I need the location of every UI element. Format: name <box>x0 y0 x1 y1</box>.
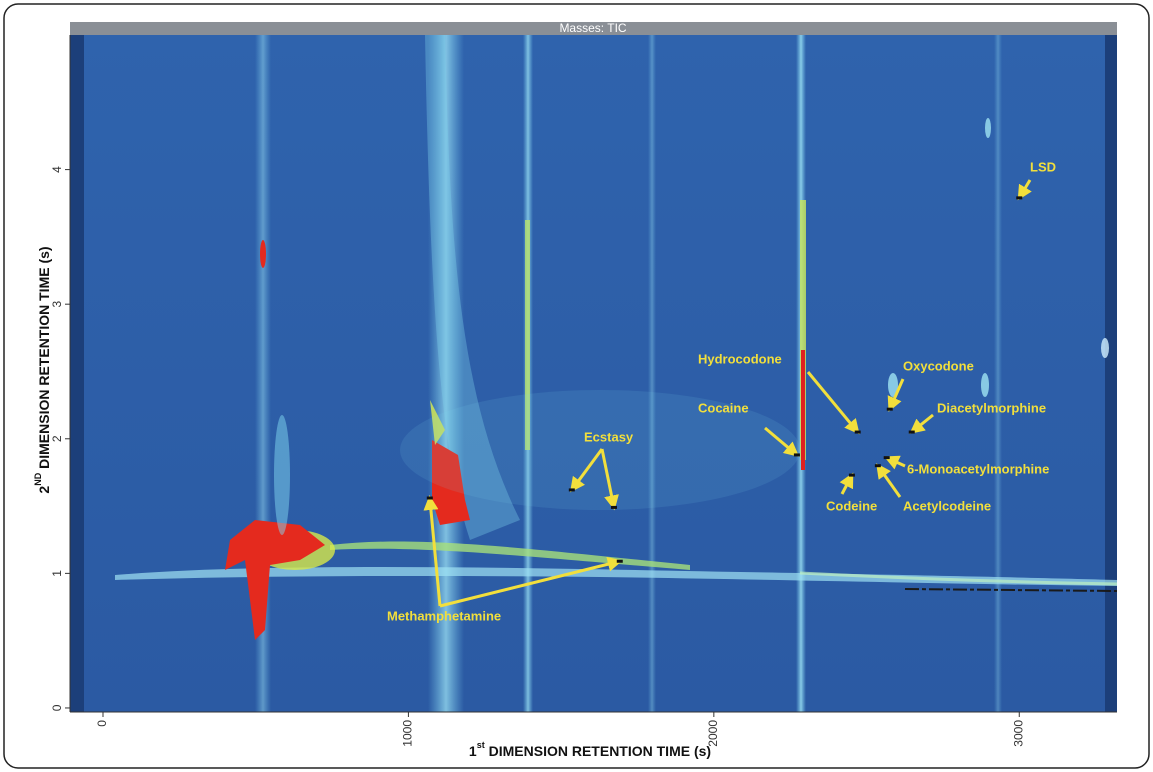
y-tick-label: 0 <box>50 704 64 711</box>
y-tick-label: 2 <box>50 435 64 442</box>
axis-frame <box>69 35 1117 713</box>
y-tick-label: 1 <box>50 570 64 577</box>
peak <box>568 488 575 492</box>
peak <box>854 430 861 434</box>
y-tick-label: 4 <box>50 166 64 173</box>
annotation: Cocaine <box>698 400 800 457</box>
y-tick-label: 3 <box>50 301 64 308</box>
annotation-arrow <box>876 463 902 498</box>
annotation-label: LSD <box>1030 159 1056 174</box>
x-tick-label: 2000 <box>706 720 720 747</box>
chart-title: Masses: TIC <box>559 21 626 35</box>
annotation-arrow <box>1017 179 1032 201</box>
x-label-sup: st <box>477 740 485 750</box>
peak <box>610 505 617 509</box>
title-bar <box>70 22 1117 35</box>
annotation-label: Cocaine <box>698 400 749 415</box>
annotation-arrow <box>909 413 934 434</box>
peak <box>426 496 433 500</box>
annotation: Ecstasy <box>568 429 634 511</box>
x-tick-label: 0 <box>95 720 109 727</box>
annotation-label: Acetylcodeine <box>903 498 991 513</box>
frame <box>3 3 1150 769</box>
x-label-part: 1 <box>469 743 477 759</box>
annotation: 6-Monoacetylmorphine <box>883 455 1049 476</box>
annotation-label: Hydrocodone <box>698 351 782 366</box>
annotation-arrow <box>883 455 906 470</box>
annotation-arrow <box>806 371 860 435</box>
annotation-arrow <box>439 556 623 608</box>
annotation-label: 6-Monoacetylmorphine <box>907 461 1049 476</box>
annotation-label: Methamphetamine <box>387 608 501 623</box>
peak <box>883 456 890 460</box>
peak <box>908 430 915 434</box>
annotation: LSD <box>1016 159 1056 201</box>
annotation-arrow <box>764 426 800 457</box>
annotation: Diacetylmorphine <box>908 400 1046 434</box>
x-tick-label: 3000 <box>1011 720 1025 747</box>
annotation-arrow <box>423 495 442 607</box>
peak <box>886 407 893 411</box>
y-label-sup: ND <box>33 472 43 485</box>
annotation: Codeine <box>826 472 877 513</box>
x-axis-label: 1st DIMENSION RETENTION TIME (s) <box>469 740 711 758</box>
peak <box>616 559 623 563</box>
plot-background <box>70 35 1118 712</box>
annotation-arrow <box>887 378 905 412</box>
annotation-label: Oxycodone <box>903 358 974 373</box>
annotation-arrow <box>570 448 604 493</box>
annotation-label: Codeine <box>826 498 877 513</box>
annotation-arrow <box>600 448 619 511</box>
peak <box>848 473 855 477</box>
y-axis-label: 2ND DIMENSION RETENTION TIME (s) <box>33 246 51 493</box>
x-tick-label: 1000 <box>401 720 415 747</box>
x-label-part: DIMENSION RETENTION TIME (s) <box>485 743 711 759</box>
annotation: Hydrocodone <box>698 351 861 435</box>
peak <box>874 464 881 468</box>
peak <box>1016 196 1023 200</box>
peak <box>793 453 800 457</box>
annotation: Oxycodone <box>886 358 974 412</box>
annotation-label: Diacetylmorphine <box>937 400 1046 415</box>
annotation-label: Ecstasy <box>584 429 634 444</box>
annotation-arrow <box>839 472 854 495</box>
annotation: Acetylcodeine <box>874 463 991 513</box>
y-label-part: 2 <box>36 486 52 494</box>
y-label-part: DIMENSION RETENTION TIME (s) <box>36 246 52 472</box>
annotation: Methamphetamine <box>387 495 623 623</box>
